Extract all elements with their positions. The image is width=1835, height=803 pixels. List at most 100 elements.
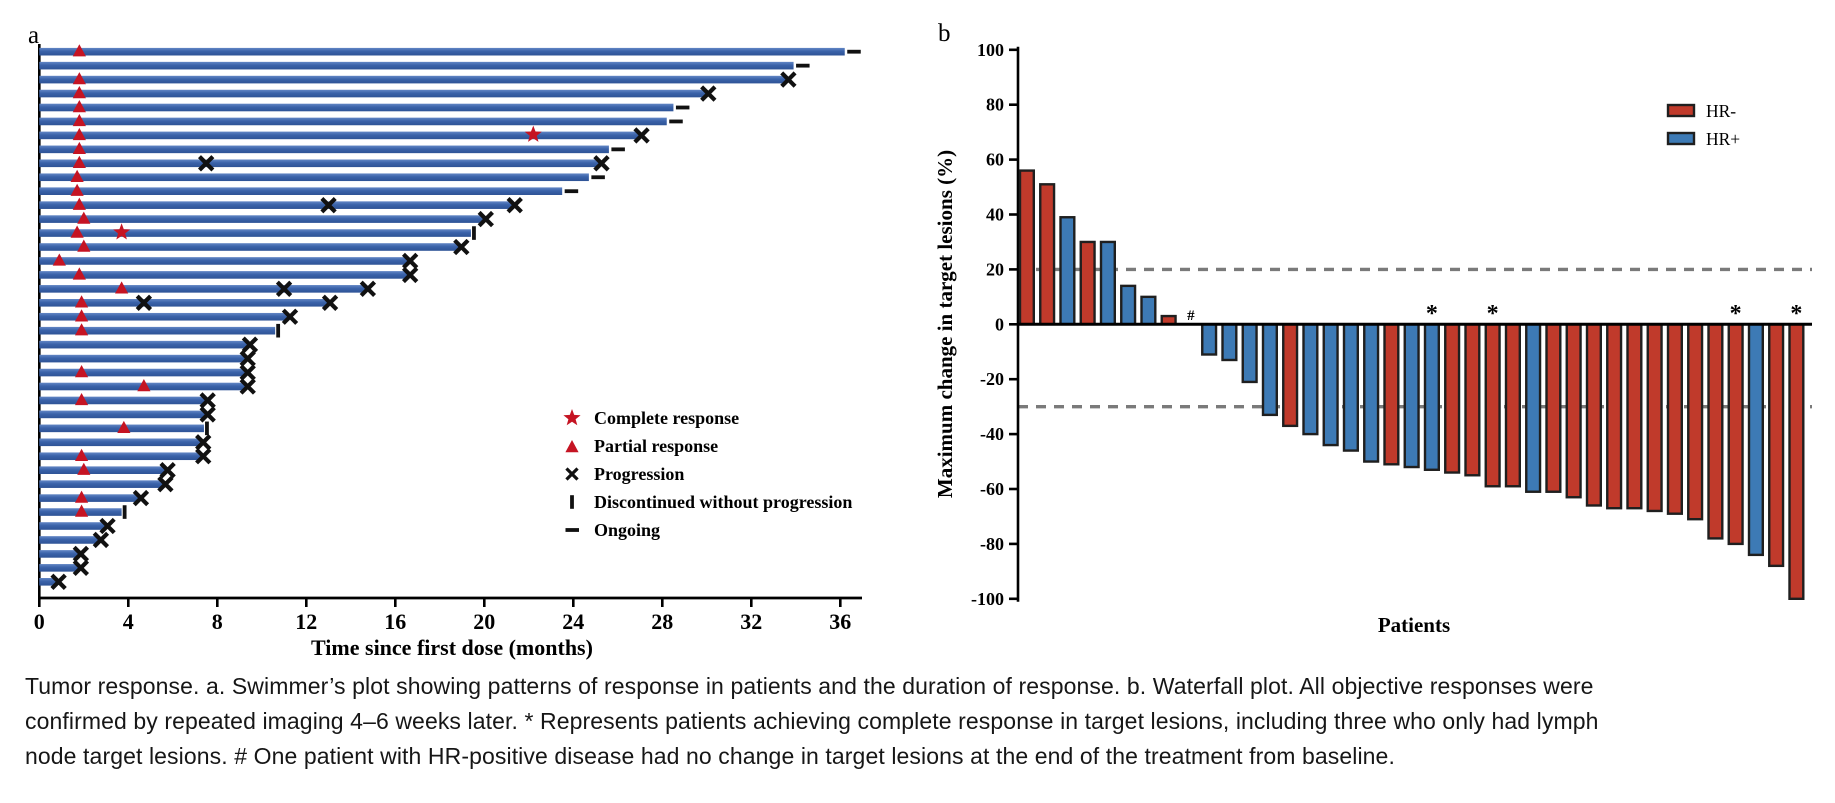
swimmer-legend-label: Complete response xyxy=(594,408,739,428)
waterfall-y-tick-label: -80 xyxy=(980,534,1004,554)
progression-end-marker xyxy=(239,378,256,395)
partial-response-marker xyxy=(72,127,86,141)
legend-vbar-icon xyxy=(570,495,574,509)
partial-response-marker xyxy=(52,253,66,266)
figure-panels: a 0 4 8 12 16 20 24 28 32 36 Time since first dose … xyxy=(28,20,1812,660)
ongoing-end-marker xyxy=(675,105,690,110)
swimmer-bar xyxy=(39,480,164,488)
waterfall-y-tick-label: -20 xyxy=(980,369,1004,389)
waterfall-bar xyxy=(1201,323,1218,356)
progression-end-marker xyxy=(401,252,419,270)
swimmer-legend-label: Partial response xyxy=(594,436,718,456)
partial-response-marker xyxy=(70,169,84,182)
progression-end-marker xyxy=(199,406,216,423)
swimmer-bar xyxy=(39,285,367,293)
progression-end-marker xyxy=(281,308,299,325)
partial-response-marker xyxy=(74,295,89,308)
legend-star-icon xyxy=(563,409,581,426)
swimmer-bar xyxy=(39,257,409,265)
waterfall-bar xyxy=(1484,323,1501,488)
swimmer-bar xyxy=(39,145,609,154)
waterfall-bar xyxy=(1666,323,1684,515)
swimmer-bar xyxy=(39,173,589,182)
swimmer-bar xyxy=(39,201,514,209)
swimmer-bar xyxy=(39,396,207,405)
partial-response-marker xyxy=(74,392,89,406)
waterfall-bar xyxy=(1383,323,1400,466)
progression-end-marker xyxy=(199,392,216,409)
progression-end-marker xyxy=(633,127,650,144)
partial-response-marker xyxy=(72,100,86,113)
waterfall-y-axis-title: Maximum change in target lesions (%) xyxy=(933,150,957,498)
progression-end-marker xyxy=(239,364,256,381)
waterfall-bar xyxy=(1140,295,1157,326)
partial-response-marker xyxy=(74,490,89,503)
progression-end-marker xyxy=(401,266,419,284)
ongoing-end-marker xyxy=(611,147,625,152)
partial-response-marker xyxy=(72,141,86,155)
swimmer-bar xyxy=(39,578,58,586)
waterfall-y-tick-label: 60 xyxy=(986,150,1004,170)
complete-response-annotation: * xyxy=(1487,301,1499,327)
swimmer-bar xyxy=(39,326,276,335)
progression-end-marker xyxy=(195,434,212,451)
discontinued-end-marker xyxy=(122,505,127,519)
partial-response-marker xyxy=(137,379,151,392)
progression-end-marker xyxy=(157,475,174,493)
progression-end-marker xyxy=(780,71,797,88)
ongoing-end-marker xyxy=(847,49,861,54)
waterfall-y-tick-label: 40 xyxy=(986,205,1004,225)
partial-response-marker xyxy=(117,420,131,434)
progression-end-marker xyxy=(50,573,67,590)
swimmer-bar xyxy=(39,368,247,377)
partial-response-marker xyxy=(70,183,84,196)
waterfall-bar xyxy=(1018,169,1036,326)
waterfall-bar xyxy=(1545,323,1562,493)
partial-response-marker xyxy=(72,155,86,168)
swimmer-bar xyxy=(39,131,641,140)
partial-response-marker xyxy=(77,239,91,252)
swimmer-bar xyxy=(39,550,80,558)
swimmer-bar xyxy=(39,215,485,223)
progression-end-marker xyxy=(132,489,150,507)
swimmer-bar xyxy=(39,536,100,544)
ongoing-end-marker xyxy=(669,119,683,124)
waterfall-bar xyxy=(1120,284,1137,326)
partial-response-marker xyxy=(72,44,86,57)
waterfall-bar xyxy=(1261,323,1279,417)
waterfall-bar xyxy=(1606,323,1623,510)
waterfall-y-tick-label: 0 xyxy=(995,314,1004,334)
progression-end-marker xyxy=(453,238,470,256)
swimmer-bar xyxy=(39,117,667,126)
partial-response-marker xyxy=(72,267,86,280)
waterfall-bar xyxy=(1525,323,1542,493)
progression-end-marker xyxy=(321,294,339,311)
waterfall-bar xyxy=(1302,323,1319,436)
legend-dash-icon xyxy=(565,528,579,532)
swimmer-bar xyxy=(39,410,207,419)
partial-response-marker xyxy=(70,225,84,238)
waterfall-y-tick-label: -100 xyxy=(971,589,1004,609)
swimmer-bar xyxy=(39,47,845,56)
waterfall-bar xyxy=(1444,323,1461,474)
waterfall-bar xyxy=(1059,216,1076,326)
waterfall-bar xyxy=(1504,323,1522,488)
waterfall-bar xyxy=(1099,240,1117,326)
progression-end-marker xyxy=(593,155,610,172)
partial-response-marker xyxy=(115,281,129,294)
waterfall-bar xyxy=(1768,323,1785,568)
legend-triangle-icon xyxy=(565,440,579,453)
waterfall-bar xyxy=(1747,323,1765,557)
complete-response-marker xyxy=(524,125,542,142)
swimmer-x-tick-label: 0 xyxy=(34,609,45,634)
partial-response-marker xyxy=(77,211,91,224)
ongoing-end-marker xyxy=(564,189,579,194)
swimmer-x-tick-label: 12 xyxy=(295,609,317,634)
waterfall-bar xyxy=(1322,323,1339,447)
progression-end-marker xyxy=(72,545,90,563)
partial-response-marker xyxy=(74,323,89,336)
swimmer-bar xyxy=(39,354,247,363)
swimmer-bar xyxy=(39,187,563,195)
waterfall-bar xyxy=(1079,240,1096,326)
panel-b-label: b xyxy=(938,20,951,47)
